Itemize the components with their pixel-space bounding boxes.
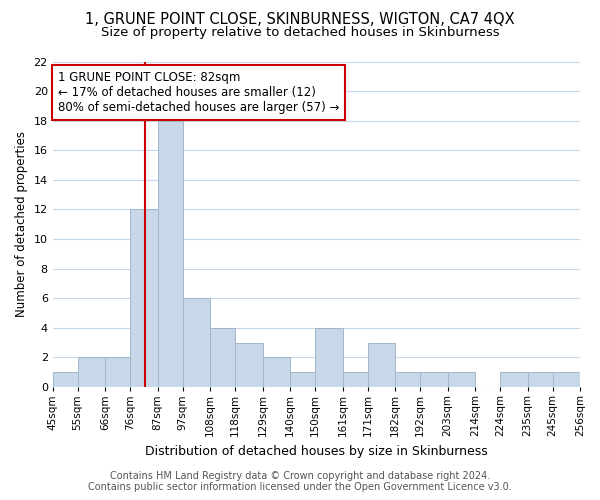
Bar (105, 358, 130, 387)
Bar (130, 210, 158, 387)
Bar (368, 342, 395, 387)
Bar (448, 372, 475, 387)
Bar (343, 372, 368, 387)
Bar (235, 342, 263, 387)
Bar (315, 328, 343, 387)
Bar (53, 372, 77, 387)
Text: 1, GRUNE POINT CLOSE, SKINBURNESS, WIGTON, CA7 4QX: 1, GRUNE POINT CLOSE, SKINBURNESS, WIGTO… (85, 12, 515, 28)
Bar (420, 372, 448, 387)
Bar (395, 372, 420, 387)
Bar (182, 298, 210, 387)
Bar (290, 372, 315, 387)
Text: Contains HM Land Registry data © Crown copyright and database right 2024.
Contai: Contains HM Land Registry data © Crown c… (88, 471, 512, 492)
Y-axis label: Number of detached properties: Number of detached properties (15, 132, 28, 318)
X-axis label: Distribution of detached houses by size in Skinburness: Distribution of detached houses by size … (145, 444, 488, 458)
Text: Size of property relative to detached houses in Skinburness: Size of property relative to detached ho… (101, 26, 499, 39)
Bar (158, 120, 182, 387)
Bar (77, 358, 105, 387)
Bar (553, 372, 580, 387)
Bar (527, 372, 553, 387)
Bar (500, 372, 527, 387)
Bar (210, 328, 235, 387)
Bar (263, 358, 290, 387)
Text: 1 GRUNE POINT CLOSE: 82sqm
← 17% of detached houses are smaller (12)
80% of semi: 1 GRUNE POINT CLOSE: 82sqm ← 17% of deta… (58, 72, 340, 114)
